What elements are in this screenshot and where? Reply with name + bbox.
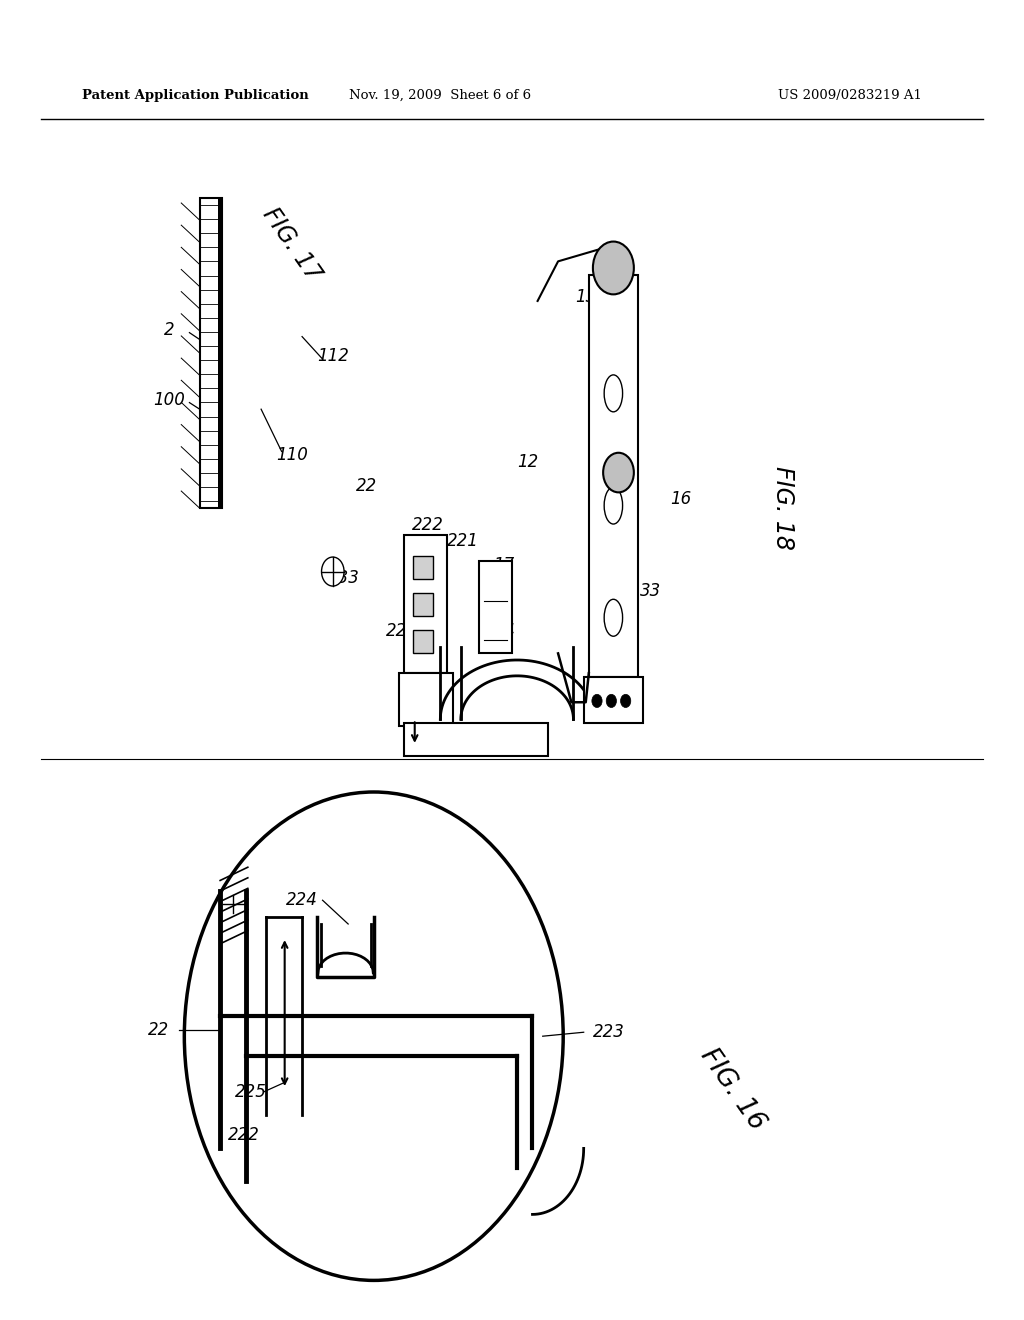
Bar	[413, 556, 433, 579]
Ellipse shape	[604, 487, 623, 524]
Text: 12: 12	[517, 453, 538, 471]
Text: 224: 224	[483, 622, 516, 640]
Text: 16: 16	[671, 490, 691, 508]
Bar	[404, 723, 548, 756]
Circle shape	[593, 242, 634, 294]
Text: 17: 17	[494, 556, 514, 574]
Text: 112: 112	[316, 347, 349, 366]
Text: 221: 221	[446, 532, 479, 550]
Text: FIG. 16: FIG. 16	[694, 1043, 770, 1135]
Text: Nov. 19, 2009  Sheet 6 of 6: Nov. 19, 2009 Sheet 6 of 6	[349, 88, 531, 102]
Text: 100: 100	[153, 391, 185, 409]
Circle shape	[603, 453, 634, 492]
Bar	[404, 535, 447, 673]
Text: 225: 225	[385, 622, 418, 640]
Circle shape	[184, 792, 563, 1280]
Bar	[589, 275, 638, 677]
Circle shape	[322, 557, 344, 586]
Circle shape	[592, 694, 602, 708]
Text: US 2009/0283219 A1: US 2009/0283219 A1	[778, 88, 923, 102]
Text: 225: 225	[234, 1082, 267, 1101]
Bar	[200, 198, 222, 508]
Bar	[399, 673, 453, 726]
Text: 22: 22	[356, 477, 377, 495]
Text: 13: 13	[575, 288, 596, 306]
Text: 222: 222	[227, 1126, 260, 1144]
Text: 222: 222	[412, 516, 444, 535]
Text: 2: 2	[164, 321, 174, 339]
Ellipse shape	[604, 375, 623, 412]
Ellipse shape	[604, 599, 623, 636]
Text: 224: 224	[286, 891, 318, 909]
Circle shape	[606, 694, 616, 708]
Text: 33: 33	[640, 582, 660, 601]
Text: FIG. 17: FIG. 17	[258, 203, 326, 285]
Text: 110: 110	[275, 446, 308, 465]
Bar	[479, 561, 512, 653]
Text: 133: 133	[327, 569, 359, 587]
Text: FIG. 18: FIG. 18	[771, 466, 796, 550]
Text: 15: 15	[609, 252, 630, 271]
Bar	[413, 630, 433, 653]
Text: 22: 22	[148, 1020, 169, 1039]
Circle shape	[621, 694, 631, 708]
Text: Patent Application Publication: Patent Application Publication	[82, 88, 308, 102]
Bar	[218, 198, 223, 508]
Text: 223: 223	[600, 688, 633, 706]
Bar	[413, 593, 433, 616]
Text: 223: 223	[593, 1023, 626, 1041]
Bar	[584, 677, 643, 723]
